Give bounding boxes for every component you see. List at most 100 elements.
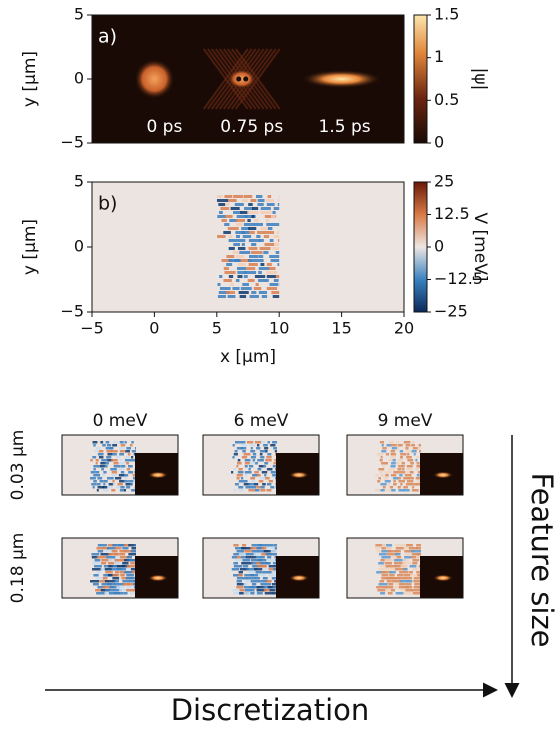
fringe — [202, 48, 249, 110]
texture — [403, 574, 412, 577]
texture — [244, 474, 248, 477]
texture — [246, 441, 254, 444]
texture — [233, 468, 237, 471]
thumbnail-frame — [61, 537, 179, 599]
texture — [273, 568, 277, 571]
texture — [254, 471, 259, 474]
texture — [248, 468, 251, 471]
texture — [406, 544, 413, 547]
colorbar-label: |ψ| — [470, 68, 490, 91]
texture — [386, 553, 399, 556]
texture — [241, 544, 247, 547]
texture — [248, 483, 255, 486]
texture — [257, 559, 267, 562]
texture — [395, 592, 404, 595]
texture — [377, 589, 388, 592]
texture — [395, 547, 405, 550]
texture — [249, 444, 256, 447]
texture — [256, 586, 265, 589]
texture — [243, 223, 255, 226]
texture — [243, 480, 248, 483]
texture — [242, 235, 252, 238]
texture — [268, 568, 277, 571]
y-tick-label: 5 — [74, 5, 84, 24]
texture — [392, 586, 399, 589]
texture — [398, 480, 405, 483]
texture — [239, 251, 251, 254]
texture — [249, 255, 259, 258]
texture — [90, 477, 96, 480]
texture — [272, 211, 276, 214]
texture — [397, 486, 401, 489]
texture — [388, 468, 395, 471]
texture — [112, 453, 117, 456]
texture — [271, 571, 277, 574]
texture — [236, 235, 241, 238]
texture — [228, 247, 235, 250]
texture — [382, 447, 387, 450]
texture — [406, 480, 414, 483]
texture — [419, 550, 421, 553]
texture — [241, 243, 245, 246]
texture — [94, 559, 101, 562]
texture — [235, 279, 240, 282]
texture — [391, 489, 396, 492]
texture — [239, 295, 247, 298]
texture — [105, 589, 115, 592]
texture — [100, 441, 104, 444]
texture — [131, 577, 136, 580]
texture — [275, 223, 280, 226]
texture — [258, 279, 266, 282]
texture — [220, 207, 230, 210]
texture — [219, 287, 231, 290]
texture — [120, 556, 130, 559]
texture — [226, 255, 235, 258]
texture — [261, 547, 267, 550]
texture — [264, 215, 277, 218]
texture — [398, 577, 406, 580]
texture — [91, 483, 97, 486]
texture — [390, 589, 396, 592]
texture — [406, 465, 413, 468]
texture — [92, 441, 98, 444]
texture — [126, 583, 136, 586]
texture — [247, 219, 251, 222]
texture — [102, 486, 108, 489]
texture — [128, 471, 134, 474]
texture — [253, 287, 262, 290]
texture — [116, 565, 125, 568]
texture — [126, 586, 134, 589]
texture — [376, 586, 387, 589]
texture — [249, 295, 259, 298]
texture — [416, 480, 421, 483]
texture — [119, 450, 125, 453]
texture — [271, 577, 277, 580]
texture — [224, 271, 236, 274]
texture — [271, 553, 277, 556]
texture — [409, 565, 417, 568]
inset-wavepacket — [289, 471, 309, 479]
texture — [104, 462, 109, 465]
texture — [112, 480, 115, 483]
texture — [254, 275, 266, 278]
texture — [97, 453, 104, 456]
texture — [392, 477, 399, 480]
texture — [257, 468, 262, 471]
inset-wavepacket — [148, 574, 168, 582]
texture — [96, 556, 107, 559]
texture — [272, 295, 280, 298]
texture — [258, 239, 264, 242]
texture — [249, 486, 257, 489]
texture — [270, 444, 276, 447]
texture — [250, 592, 255, 595]
texture — [238, 489, 244, 492]
texture — [236, 577, 248, 580]
texture — [253, 553, 263, 556]
texture — [393, 471, 401, 474]
texture — [260, 207, 271, 210]
texture — [133, 544, 136, 547]
texture — [114, 559, 126, 562]
texture — [387, 592, 393, 595]
texture — [390, 444, 397, 447]
texture — [126, 462, 129, 465]
